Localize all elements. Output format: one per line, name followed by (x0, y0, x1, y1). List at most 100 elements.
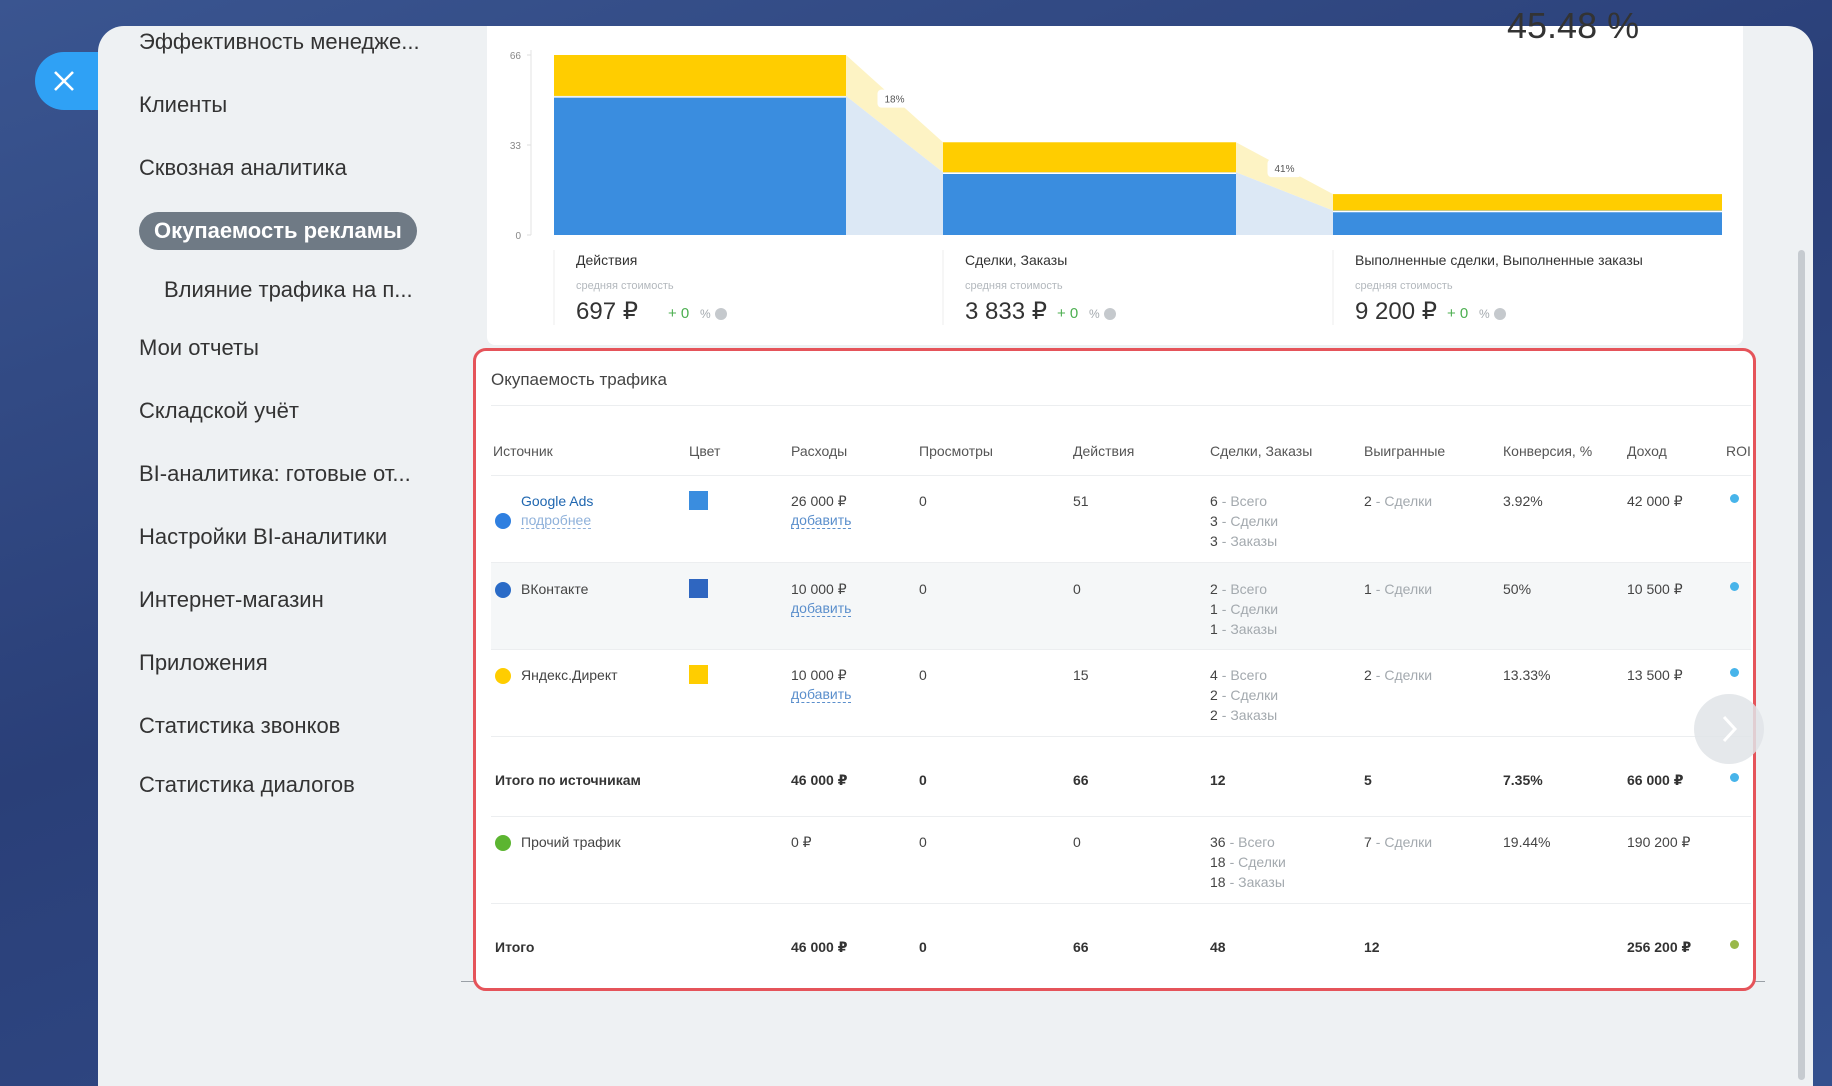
deals-count: 4 (1210, 667, 1218, 683)
deals-line: 4- Всего (1210, 667, 1267, 683)
spend: 10 000 ₽ (791, 581, 847, 597)
spend-link[interactable]: добавить (791, 600, 852, 617)
conversion-label: 18% (884, 95, 904, 106)
help-icon (1104, 308, 1116, 320)
menu-item[interactable]: Интернет-магазин (139, 587, 324, 612)
deals-count: 18 (1210, 854, 1226, 870)
income: 66 000 ₽ (1627, 772, 1684, 788)
conversion: 3.92% (1503, 493, 1543, 509)
won-count: 2 (1364, 667, 1372, 683)
source-icon (495, 668, 511, 684)
scroll-right[interactable] (1694, 694, 1764, 764)
cost-caption: средняя стоимость (1355, 280, 1453, 292)
column-header: Действия (1073, 443, 1135, 459)
bar (943, 172, 1236, 235)
table-card: Окупаемость трафика Источник Цвет Расходы Пр… (473, 348, 1756, 991)
deals-count: 2 (1210, 687, 1218, 703)
views: 0 (919, 772, 927, 788)
column-header: ROI (1726, 443, 1751, 459)
won-count: 7 (1364, 834, 1372, 850)
spend-link[interactable]: добавить (791, 686, 852, 703)
source-name: Итого (495, 939, 535, 955)
actions: 15 (1073, 667, 1089, 683)
won-label: - Сделки (1375, 834, 1433, 850)
help-icon (715, 308, 727, 320)
won-count: 12 (1364, 939, 1380, 955)
conversion-badge (877, 89, 912, 108)
source-name[interactable]: Google Ads (521, 493, 594, 509)
menu-item[interactable]: BI-аналитика: готовые от... (139, 461, 411, 486)
roi-dot (1730, 940, 1739, 949)
column-header: Просмотры (919, 443, 993, 459)
deals-line: 36- Всего (1210, 834, 1275, 850)
deals-count: 1 (1210, 601, 1218, 617)
row-divider (491, 562, 1751, 563)
column-header: Расходы (791, 443, 848, 459)
color-swatch (689, 491, 708, 510)
deals-line: 2- Всего (1210, 581, 1267, 597)
menu-item-active[interactable]: Окупаемость рекламы (139, 212, 417, 250)
bar (1333, 194, 1722, 211)
y-tick-label: 66 (510, 51, 522, 62)
deals-line: 1- Сделки (1210, 601, 1278, 617)
deals-label: - Всего (1221, 581, 1268, 597)
actions: 0 (1073, 581, 1081, 597)
conversion-label: 41% (1274, 164, 1294, 175)
won-count: 5 (1364, 772, 1372, 788)
deals-count: 6 (1210, 493, 1218, 509)
stage-name: Действия (576, 252, 637, 268)
chevron-icon (1722, 715, 1738, 743)
menu-item[interactable]: Влияние трафика на п... (164, 277, 413, 302)
deals-count: 3 (1210, 533, 1218, 549)
won: 12 (1364, 939, 1380, 955)
deals-label: - Заказы (1221, 533, 1278, 549)
column-header: Источник (493, 443, 553, 459)
menu-item[interactable]: Эффективность менедже... (139, 29, 420, 54)
funnel-link-bottom (1236, 172, 1333, 235)
bar (943, 142, 1236, 173)
actions: 51 (1073, 493, 1089, 509)
menu-item[interactable]: Клиенты (139, 92, 228, 117)
income: 42 000 ₽ (1627, 493, 1683, 509)
bar (1333, 210, 1722, 235)
roi-dot (1730, 668, 1739, 677)
deals-count: 2 (1210, 707, 1218, 723)
deals-count: 3 (1210, 513, 1218, 529)
source-name: Яндекс.Директ (521, 667, 618, 683)
menu-item[interactable]: Мои отчеты (139, 335, 259, 360)
won-label: - Сделки (1375, 667, 1433, 683)
spend: 0 ₽ (791, 834, 812, 850)
y-tick-label: 0 (515, 231, 521, 242)
column-header: Цвет (689, 443, 721, 459)
y-tick-label: 33 (510, 141, 522, 152)
views: 0 (919, 834, 927, 850)
deals-count: 2 (1210, 581, 1218, 597)
menu-item[interactable]: Настройки BI-аналитики (139, 524, 388, 549)
column-header: Конверсия, % (1503, 443, 1593, 459)
cost-value: 697 ₽ (576, 298, 638, 325)
deals-line: 6- Всего (1210, 493, 1267, 509)
spend: 46 000 ₽ (791, 939, 848, 955)
menu-item[interactable]: Складской учёт (139, 398, 299, 423)
row-divider (491, 903, 1751, 904)
deals-line: 2- Заказы (1210, 707, 1277, 723)
menu-item[interactable]: Статистика звонков (139, 713, 341, 738)
menu-item[interactable]: Сквозная аналитика (139, 155, 347, 180)
won: 5 (1364, 772, 1372, 788)
deals-label: - Сделки (1221, 601, 1279, 617)
menu-item[interactable]: Статистика диалогов (139, 772, 355, 797)
deals-label: - Сделки (1221, 513, 1279, 529)
views: 0 (919, 667, 927, 683)
spend-link[interactable]: добавить (791, 512, 852, 529)
change-value: + 0 (668, 305, 689, 322)
column-header: Сделки, Заказы (1210, 443, 1313, 459)
table-title: Окупаемость трафика (491, 370, 667, 389)
conversion: 7.35% (1503, 772, 1543, 788)
deals-line: 48 (1210, 939, 1226, 955)
menu-item[interactable]: Приложения (139, 650, 268, 675)
deals-line: 2- Сделки (1210, 687, 1278, 703)
won-label: - Сделки (1375, 581, 1433, 597)
source-link[interactable]: подробнее (521, 512, 592, 529)
stage-name: Сделки, Заказы (965, 252, 1067, 268)
